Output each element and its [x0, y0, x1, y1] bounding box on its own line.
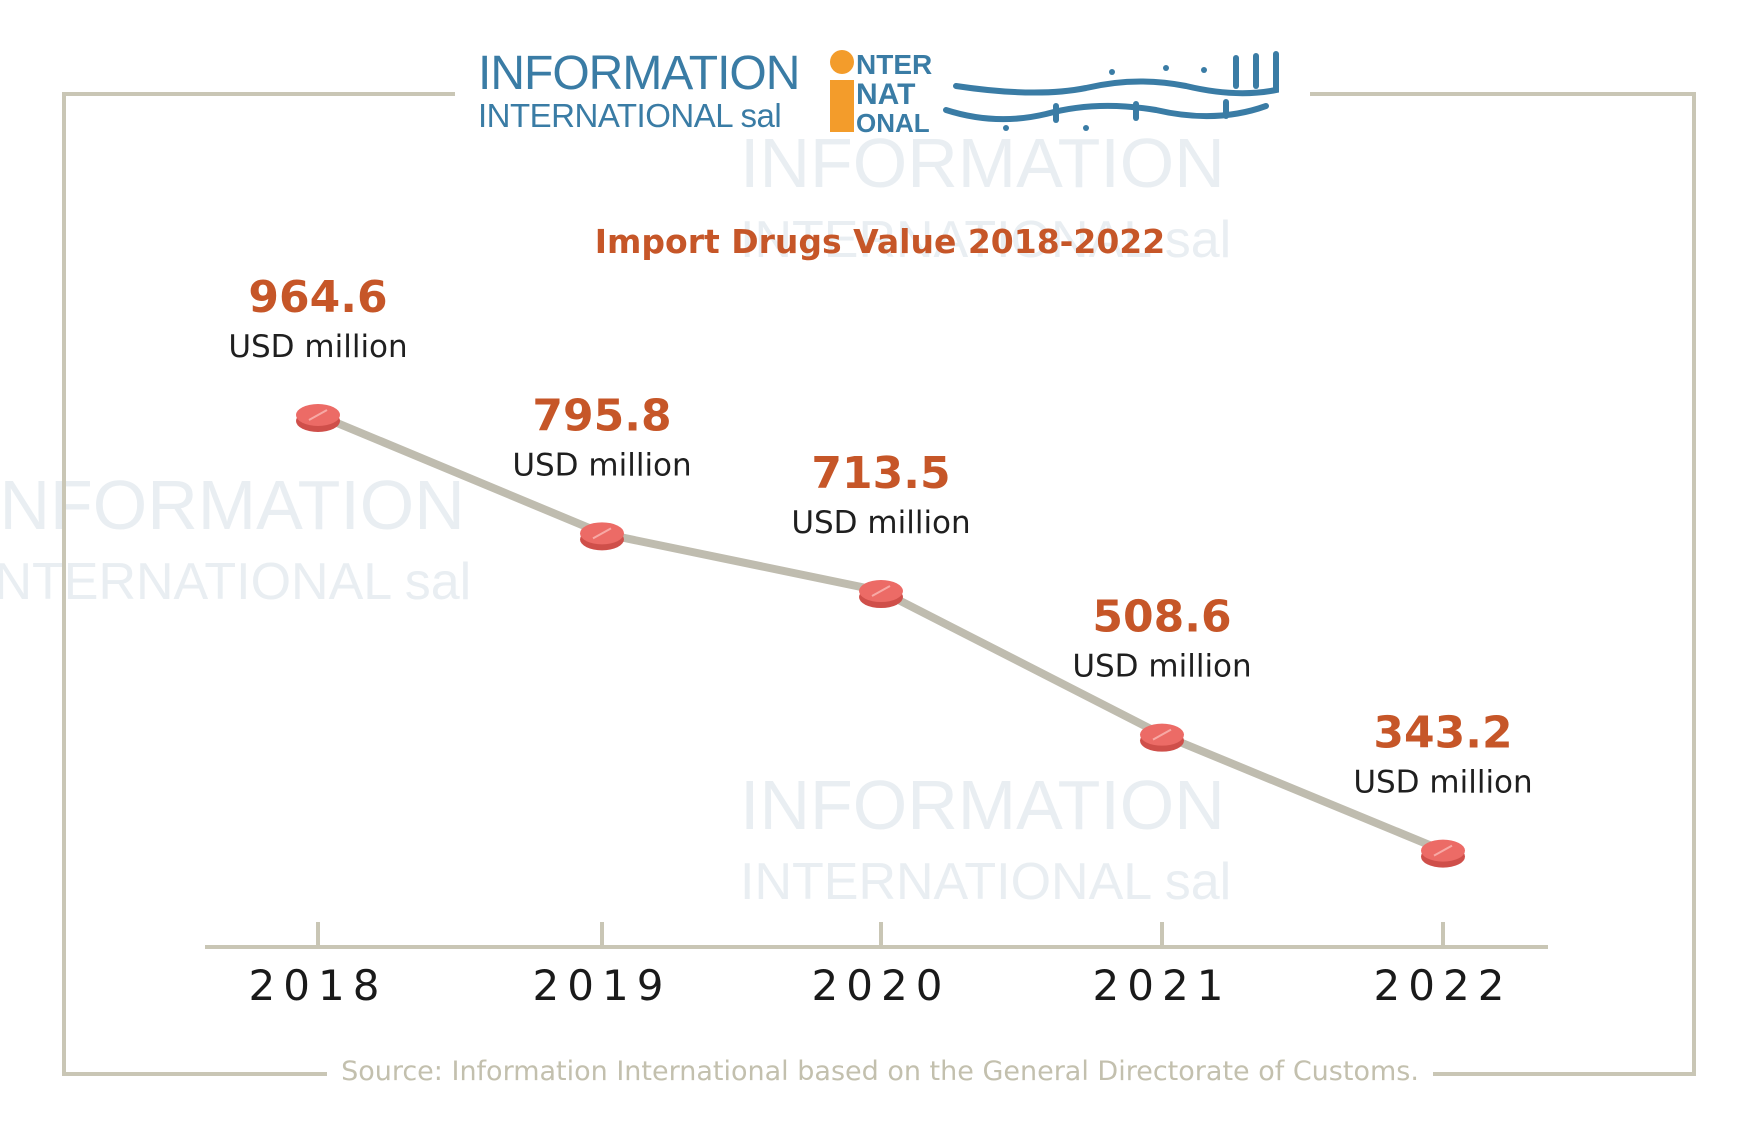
logo-text-line2: INTERNATIONAL sal	[478, 97, 782, 134]
unit-label-2019: USD million	[512, 447, 691, 483]
unit-label-2020: USD million	[791, 505, 970, 541]
logo-mark-icon: NTER NAT ONAL	[830, 49, 932, 134]
value-label-2020: 713.5	[811, 448, 950, 499]
watermark-logo-1: INFORMATION INTERNATIONAL sal	[740, 124, 1232, 269]
chart-title: Import Drugs Value 2018-2022	[594, 222, 1166, 261]
value-label-2019: 795.8	[532, 390, 671, 441]
x-tick-label-2018: 2018	[249, 961, 388, 1010]
value-label-2021: 508.6	[1092, 592, 1231, 643]
pill-score-2020	[871, 585, 891, 597]
x-tick-label-2020: 2020	[812, 961, 951, 1010]
logo-mark-row2: NAT	[856, 78, 915, 111]
chart-layer: 964.6 USD million 2018 795.8 USD million 2019…	[228, 272, 1532, 1010]
x-tick-label-2019: 2019	[533, 961, 672, 1010]
x-tick-label-2021: 2021	[1093, 961, 1232, 1010]
unit-label-2021: USD million	[1072, 649, 1251, 685]
watermark-logo-2: INFORMATION INTERNATIONAL sal	[0, 466, 472, 611]
arabic-calligraphy-logo-icon	[943, 51, 1279, 131]
value-label-2022: 343.2	[1373, 708, 1512, 759]
source-note: Source: Information International based …	[0, 1056, 1760, 1087]
logo-mark-row1: NTER	[856, 49, 932, 80]
source-text: Source: Information International based …	[327, 1056, 1433, 1087]
pill-score-2018	[308, 409, 328, 421]
logo-mark-row3: ONAL	[856, 108, 930, 134]
information-international-logo: INFORMATION INTERNATIONAL sal NTER NAT O…	[478, 46, 1288, 136]
pill-score-2022	[1433, 844, 1453, 857]
x-tick-label-2022: 2022	[1374, 961, 1513, 1010]
watermark-logo-3: INFORMATION INTERNATIONAL sal	[740, 766, 1232, 911]
pill-score-2021	[1152, 728, 1172, 741]
pill-score-2019	[592, 527, 612, 540]
unit-label-2018: USD million	[228, 329, 407, 365]
value-label-2018: 964.6	[248, 272, 387, 323]
unit-label-2022: USD million	[1353, 765, 1532, 801]
logo-text-line1: INFORMATION	[478, 47, 800, 100]
